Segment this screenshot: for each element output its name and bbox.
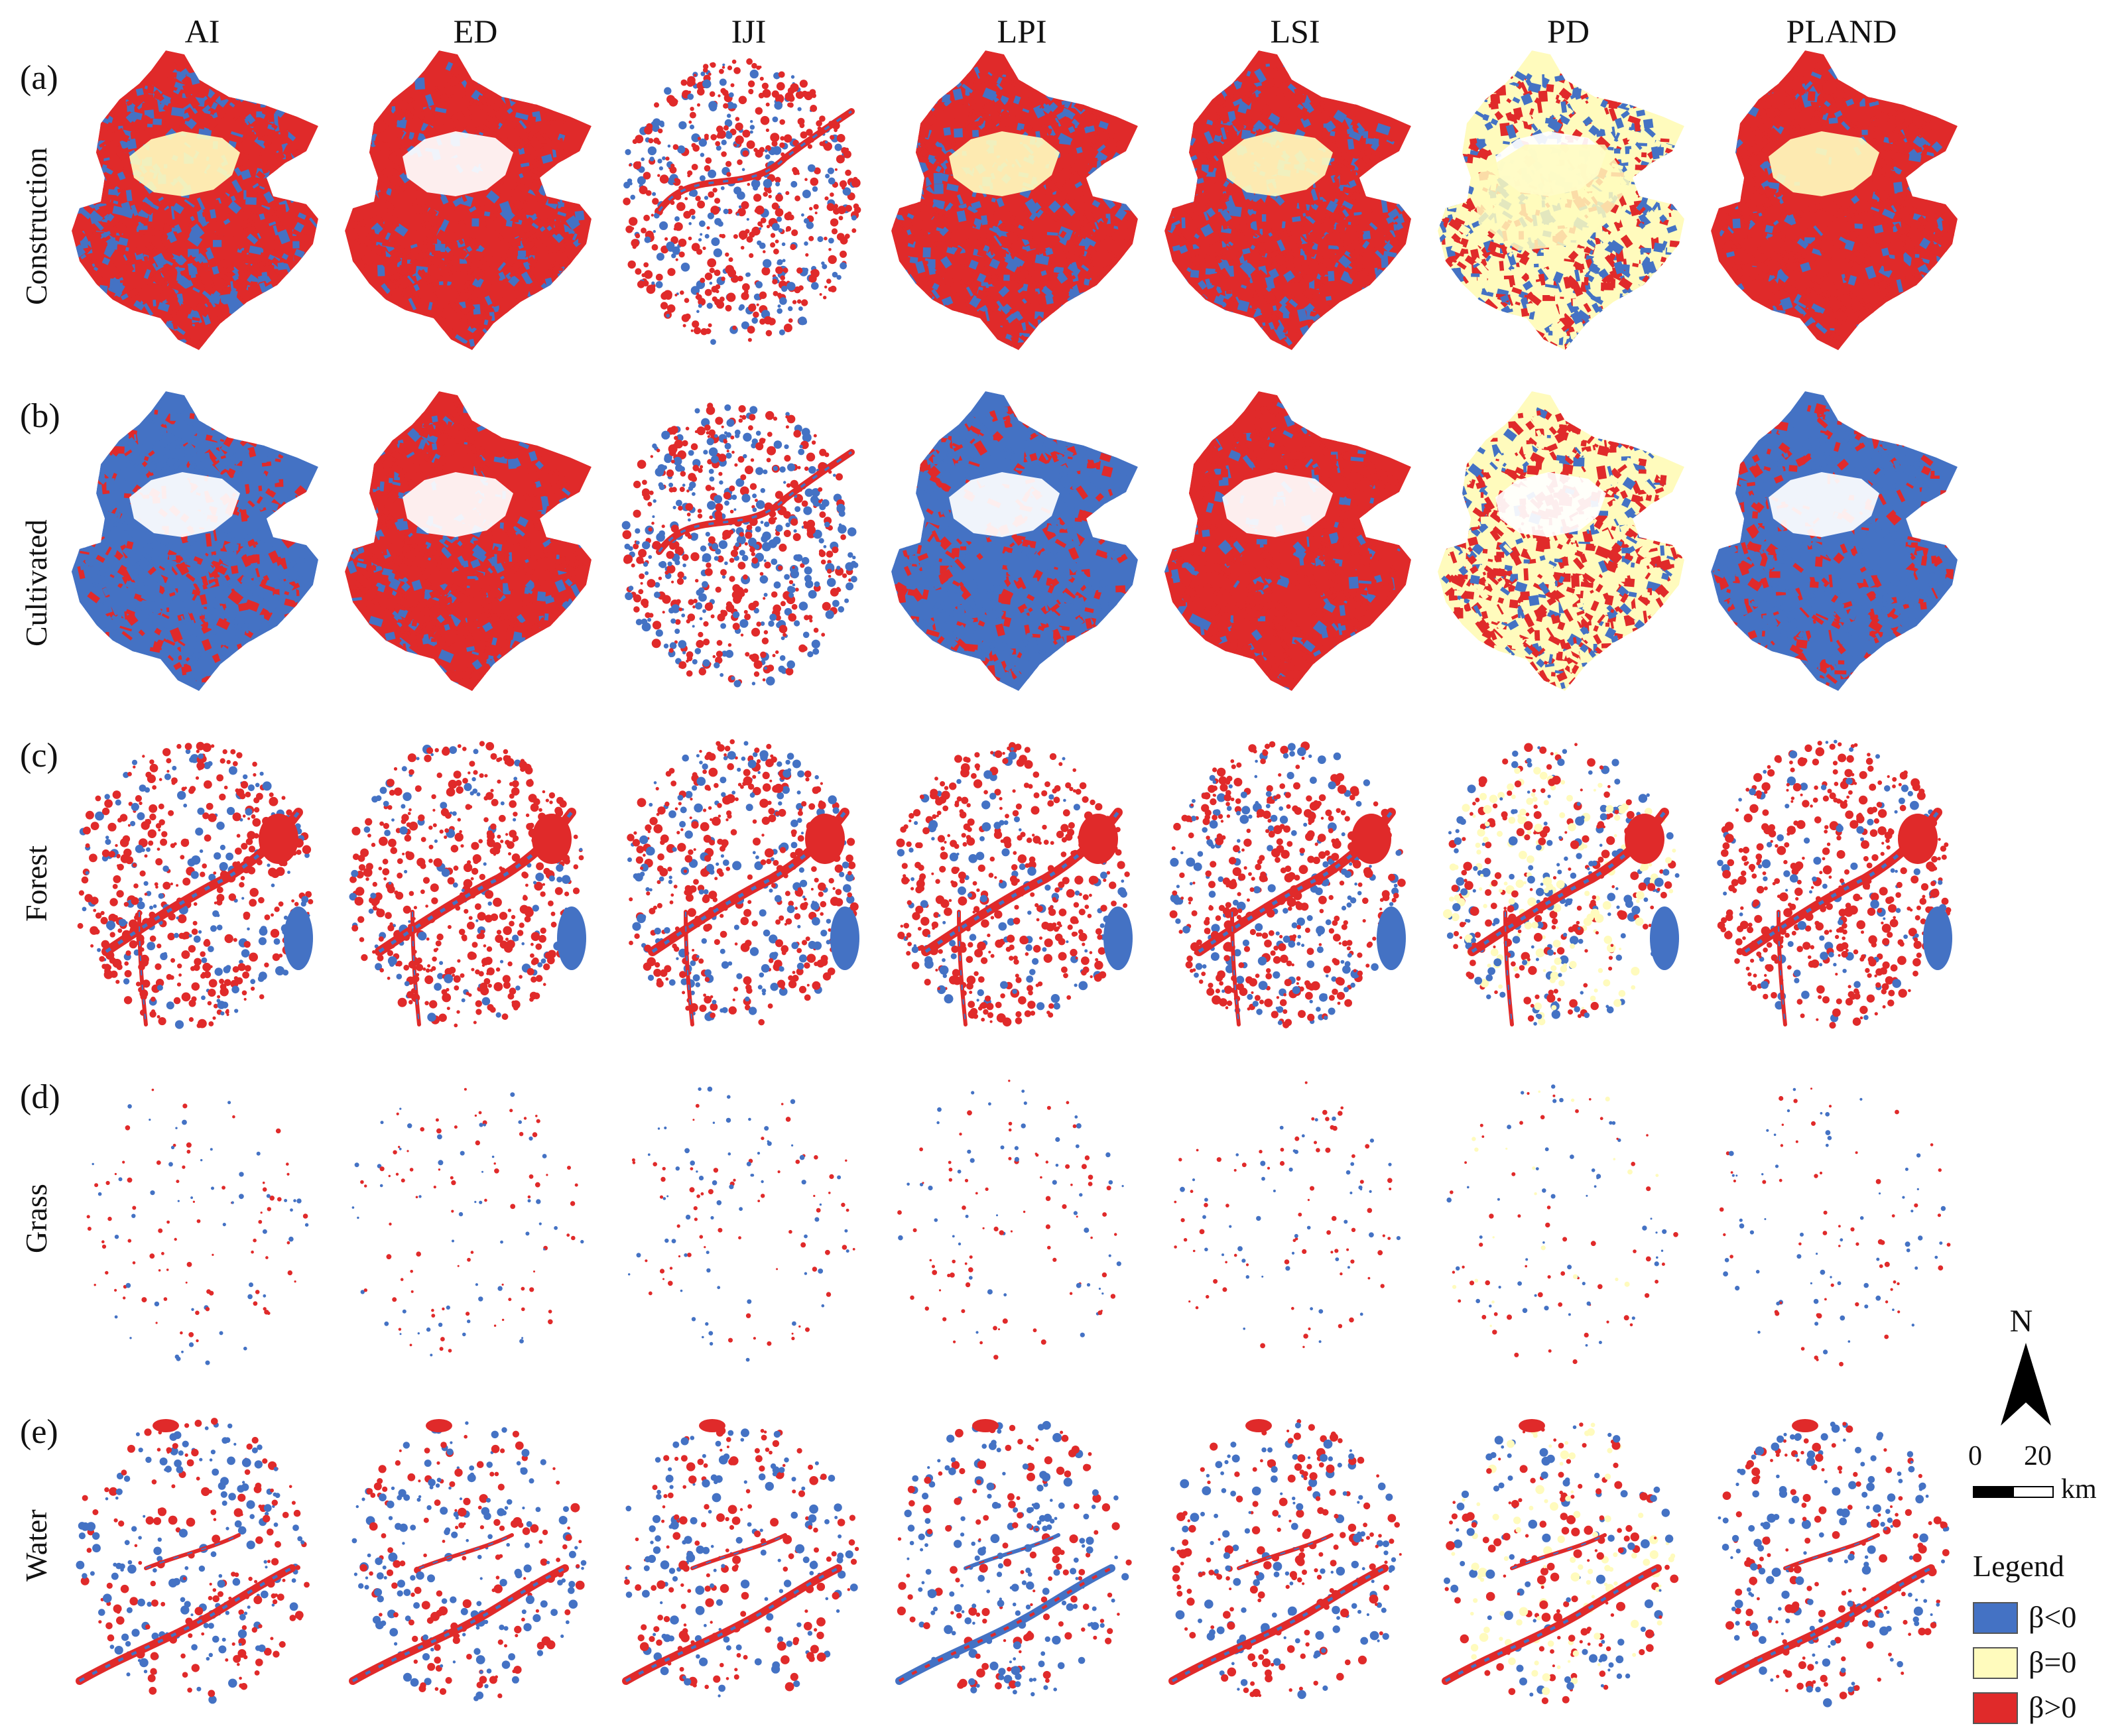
map-water-ai — [66, 1402, 332, 1714]
row-label-water: Water — [19, 1509, 53, 1581]
map-patches — [1169, 741, 1406, 1028]
row-tag-d: (d) — [20, 1078, 60, 1116]
legend-title: Legend — [1973, 1549, 2064, 1583]
map-cultivated-lsi — [1159, 386, 1424, 698]
scale-end-label: 20 — [2024, 1441, 2052, 1471]
map-water-pd — [1432, 1402, 1698, 1714]
map-construction-ai — [66, 45, 332, 357]
legend-swatch-positive — [1973, 1692, 2018, 1724]
map-fill — [1164, 391, 1411, 691]
column-header-pd: PD — [1547, 13, 1590, 50]
map-patches — [349, 741, 584, 1028]
map-grass-iji — [613, 1064, 878, 1376]
map-cultivated-pland — [1706, 386, 1971, 698]
map-patches — [621, 403, 859, 688]
row-tag-c: (c) — [20, 737, 58, 775]
legend-label-negative: β<0 — [2029, 1600, 2077, 1634]
map-grass-lsi — [1159, 1064, 1424, 1376]
map-water-lsi — [1159, 1402, 1424, 1714]
map-water-iji — [613, 1402, 878, 1714]
scale-unit-label: km — [2061, 1474, 2097, 1505]
map-patches — [623, 58, 861, 345]
map-construction-pland — [1706, 45, 1971, 357]
map-patches — [1446, 1084, 1678, 1365]
map-cultivated-pd — [1432, 386, 1698, 698]
column-header-iji: IJI — [731, 13, 767, 50]
map-forest-pd — [1432, 726, 1698, 1038]
map-construction-ed — [340, 45, 605, 357]
map-forest-iji — [613, 726, 878, 1038]
map-patches — [77, 741, 314, 1029]
map-grass-pd — [1432, 1064, 1698, 1376]
map-fill — [1438, 391, 1684, 691]
column-header-ed: ED — [453, 13, 498, 50]
map-grass-ai — [66, 1064, 332, 1376]
map-patches — [624, 1426, 859, 1698]
row-label-construction: Construction — [19, 147, 53, 305]
row-tag-a: (a) — [20, 59, 58, 97]
column-header-pland: PLAND — [1786, 13, 1897, 50]
column-header-lsi: LSI — [1270, 13, 1320, 50]
legend-swatch-zero — [1973, 1647, 2018, 1679]
map-fill — [72, 391, 318, 691]
map-forest-ed — [340, 726, 605, 1038]
column-header-lpi: LPI — [997, 13, 1047, 50]
map-fill — [891, 391, 1138, 691]
map-patches — [86, 1088, 309, 1365]
map-forest-lsi — [1159, 726, 1424, 1038]
row-tag-b: (b) — [20, 397, 60, 435]
legend-item-zero: β=0 — [1973, 1644, 2125, 1684]
map-forest-lpi — [886, 726, 1151, 1038]
map-fill — [1711, 50, 1958, 350]
map-forest-pland — [1706, 726, 1971, 1038]
map-patches — [628, 1086, 855, 1362]
map-fill — [1711, 391, 1958, 691]
row-label-cultivated: Cultivated — [19, 519, 53, 647]
legend-swatch-negative — [1973, 1602, 2018, 1634]
north-arrow-icon — [2001, 1343, 2051, 1426]
map-patches — [897, 1420, 1132, 1697]
north-letter: N — [2009, 1304, 2033, 1339]
map-construction-lsi — [1159, 45, 1424, 357]
map-grass-lpi — [886, 1064, 1151, 1376]
map-patches — [1717, 739, 1952, 1029]
map-forest-ai — [66, 726, 332, 1038]
column-header-ai: AI — [184, 13, 220, 50]
map-patches — [1174, 1081, 1401, 1349]
map-grass-pland — [1706, 1064, 1971, 1376]
map-cultivated-ai — [66, 386, 332, 698]
map-fill — [345, 50, 592, 350]
map-fill — [72, 50, 318, 350]
row-label-grass: Grass — [19, 1184, 53, 1253]
map-patches — [897, 1080, 1124, 1360]
map-construction-lpi — [886, 45, 1151, 357]
legend-label-zero: β=0 — [2029, 1645, 2077, 1679]
map-cultivated-ed — [340, 386, 605, 698]
map-water-lpi — [886, 1402, 1151, 1714]
map-construction-iji — [613, 45, 878, 357]
map-patches — [896, 742, 1130, 1026]
map-patches — [627, 739, 859, 1026]
map-construction-pd — [1432, 45, 1698, 357]
map-patches — [351, 1087, 584, 1357]
map-patches — [1719, 1087, 1951, 1367]
map-grass-ed — [340, 1064, 605, 1376]
scale-bar — [1973, 1486, 2054, 1498]
map-cultivated-iji — [613, 386, 878, 698]
legend-item-positive: β>0 — [1973, 1690, 2125, 1729]
map-patches — [1443, 743, 1680, 1026]
map-patches — [1170, 1419, 1402, 1700]
row-label-forest: Forest — [19, 845, 53, 922]
legend-item-negative: β<0 — [1973, 1599, 2125, 1639]
map-water-ed — [340, 1402, 605, 1714]
row-tag-e: (e) — [20, 1413, 58, 1451]
map-fill — [1164, 50, 1411, 350]
scale-start-label: 0 — [1968, 1441, 1982, 1471]
map-fill — [891, 50, 1138, 350]
legend-label-positive: β>0 — [2029, 1690, 2077, 1724]
map-fill — [345, 391, 592, 691]
map-cultivated-lpi — [886, 386, 1151, 698]
map-water-pland — [1706, 1402, 1971, 1714]
